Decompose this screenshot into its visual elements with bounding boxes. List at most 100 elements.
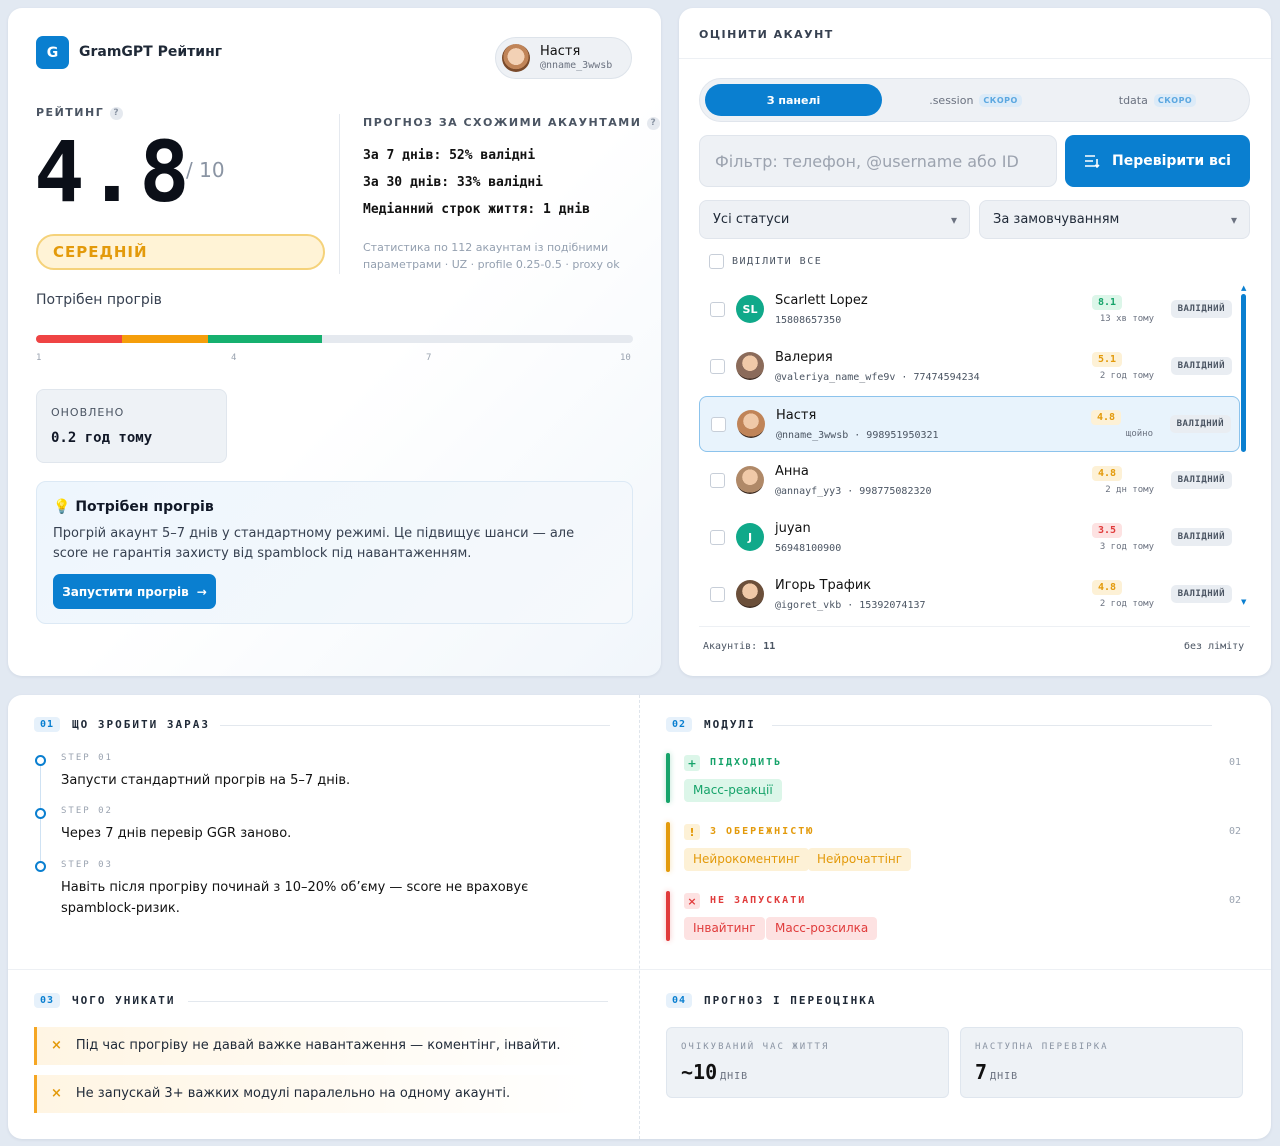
scale-tick: 1 xyxy=(36,353,42,363)
help-icon[interactable]: ? xyxy=(647,116,661,130)
check-all-button[interactable]: Перевірити всі xyxy=(1065,135,1250,187)
cross-icon: × xyxy=(51,1086,62,1101)
status-badge: ВАЛІДНИЙ xyxy=(1170,471,1232,489)
scrollbar-thumb[interactable] xyxy=(1241,294,1246,452)
module-chip[interactable]: Масс-реакції xyxy=(684,779,782,802)
start-warmup-button[interactable]: Запустити прогрів → xyxy=(53,574,216,609)
step-text: Запусти стандартний прогрів на 5–7 днів. xyxy=(61,773,351,788)
section-prognosis-header: 04 ПРОГНОЗ І ПЕРЕОЦІНКА xyxy=(666,993,877,1008)
row-checkbox[interactable] xyxy=(710,530,725,545)
tab-session[interactable]: .session СКОРО xyxy=(887,84,1064,116)
row-checkbox[interactable] xyxy=(711,417,726,432)
step-label: STEP 01 xyxy=(61,753,113,763)
forecast-label: ПРОГНОЗ ЗА СХОЖИМИ АКАУНТАМИ? xyxy=(363,116,661,130)
forecast-line: За 7 днів: 52% валідні xyxy=(363,148,536,163)
scale-tick: 10 xyxy=(620,353,631,363)
sort-select[interactable]: За замовчуванням ▾ xyxy=(979,200,1250,239)
status-select[interactable]: Усі статуси ▾ xyxy=(699,200,970,239)
module-chip[interactable]: Нейрокоментинг xyxy=(684,848,809,871)
section-avoid-header: 03 ЧОГО УНИКАТИ xyxy=(34,993,176,1008)
module-group: ! З ОБЕРЕЖНІСТЮ 02 Нейрокоментинг Нейрочатті… xyxy=(666,822,1241,872)
account-avatar xyxy=(736,466,764,494)
group-stripe xyxy=(666,753,670,803)
recommendations-card: 01 ЩО ЗРОБИТИ ЗАРАЗ STEP 01 Запусти станд… xyxy=(8,695,1271,1139)
score-badge: 4.8 xyxy=(1092,466,1122,481)
status-badge: ВАЛІДНИЙ xyxy=(1170,585,1232,603)
step-label: STEP 03 xyxy=(61,860,113,870)
rate-account-card: ОЦІНИТИ АКАУНТ З панелі .session СКОРО td… xyxy=(679,8,1271,676)
scale-tick: 4 xyxy=(231,353,237,363)
module-chip[interactable]: Нейрочаттінг xyxy=(808,848,912,871)
bar-segment-green xyxy=(208,335,322,343)
rating-scale-bar xyxy=(36,335,633,343)
divider xyxy=(188,1001,608,1002)
select-all[interactable]: ВИДІЛИТИ ВСЕ xyxy=(709,254,822,269)
avoid-item: × Під час прогріву не давай важке наванта… xyxy=(34,1027,590,1065)
row-checkbox[interactable] xyxy=(710,587,725,602)
row-checkbox[interactable] xyxy=(710,473,725,488)
accounts-count: Акаунтів: 11 xyxy=(703,641,776,652)
select-all-checkbox[interactable] xyxy=(709,254,724,269)
step-text: Навіть після прогріву починай з 10–20% о… xyxy=(61,880,529,916)
scroll-down-icon[interactable]: ▼ xyxy=(1241,598,1247,606)
account-avatar xyxy=(737,410,765,438)
account-name: Игорь Трафик xyxy=(775,578,872,593)
tip-title: 💡 Потрібен прогрів xyxy=(53,499,214,515)
forecast-note: Статистика по 112 акаунтам із подібними … xyxy=(363,241,620,271)
step-text: Через 7 днів перевір GGR заново. xyxy=(61,826,292,841)
group-title: НЕ ЗАПУСКАТИ xyxy=(710,895,807,906)
rating-card: G GramGPT Рейтинг Настя @nname_3wwsb РЕЙ… xyxy=(8,8,661,676)
app-logo: G xyxy=(36,36,69,69)
source-tabs: З панелі .session СКОРО tdata СКОРО xyxy=(699,78,1250,122)
account-row[interactable]: Игорь Трафик @igoret_vkb · 15392074137 4.8… xyxy=(699,567,1240,612)
group-status-icon: ! xyxy=(684,824,700,840)
scroll-up-icon[interactable]: ▲ xyxy=(1241,284,1247,292)
step-label: STEP 02 xyxy=(61,806,113,816)
score-badge: 8.1 xyxy=(1092,295,1122,310)
status-badge: ВАЛІДНИЙ xyxy=(1170,528,1232,546)
group-title: ПІДХОДИТЬ xyxy=(710,757,783,768)
divider xyxy=(699,626,1250,627)
score-badge: 4.8 xyxy=(1091,410,1121,425)
rating-label: РЕЙТИНГ? xyxy=(36,106,124,120)
module-chip[interactable]: Інвайтинг xyxy=(684,917,765,940)
account-sub: @valeriya_name_wfe9v · 77474594234 xyxy=(775,372,980,383)
account-list: SL Scarlett Lopez 15808657350 8.1 13 хв тому… xyxy=(699,282,1240,612)
user-name: Настя xyxy=(540,44,581,59)
account-sub: @annayf_yy3 · 998775082320 xyxy=(775,486,932,497)
help-icon[interactable]: ? xyxy=(110,106,124,120)
account-name: Scarlett Lopez xyxy=(775,293,868,308)
tab-panel[interactable]: З панелі xyxy=(705,84,882,116)
row-checkbox[interactable] xyxy=(710,302,725,317)
lifetime-label: ОЧІКУВАНИЙ ЧАС ЖИТТЯ xyxy=(681,1042,830,1052)
rating-value: 4.8 xyxy=(34,123,192,221)
rating-scale: / 10 xyxy=(186,158,225,182)
user-pill[interactable]: Настя @nname_3wwsb xyxy=(495,37,632,79)
group-status-icon: × xyxy=(684,893,700,909)
soon-badge: СКОРО xyxy=(979,93,1022,107)
row-checkbox[interactable] xyxy=(710,359,725,374)
chevron-down-icon: ▾ xyxy=(950,213,957,227)
divider xyxy=(8,969,1271,970)
account-row[interactable]: SL Scarlett Lopez 15808657350 8.1 13 хв тому… xyxy=(699,282,1240,338)
divider xyxy=(339,114,340,274)
tip-text: Прогрій акаунт 5–7 днів у стандартному р… xyxy=(53,526,575,561)
status-badge: ВАЛІДНИЙ xyxy=(1170,357,1232,375)
warmup-title: Потрібен прогрів xyxy=(36,292,162,308)
account-name: juyan xyxy=(775,521,811,536)
step-dot xyxy=(35,755,46,766)
account-name: Валерия xyxy=(775,350,833,365)
filter-input[interactable]: Фільтр: телефон, @username або ID xyxy=(699,135,1057,187)
status-badge: ВАЛІДНИЙ xyxy=(1169,415,1231,433)
tab-tdata[interactable]: tdata СКОРО xyxy=(1069,84,1246,116)
account-row[interactable]: Валерия @valeriya_name_wfe9v · 7747459423… xyxy=(699,339,1240,395)
divider xyxy=(220,725,610,726)
account-row[interactable]: Анна @annayf_yy3 · 998775082320 4.8 2 дн то… xyxy=(699,453,1240,509)
checked-time: 2 год тому xyxy=(1099,599,1154,609)
account-row[interactable]: Настя @nname_3wwsb · 998951950321 4.8 щойно… xyxy=(699,396,1240,452)
step-dot xyxy=(35,808,46,819)
account-sub: 15808657350 xyxy=(775,315,842,326)
module-chip[interactable]: Масс-розсилка xyxy=(766,917,878,940)
updated-box: ОНОВЛЕНО 0.2 год тому xyxy=(36,389,227,463)
